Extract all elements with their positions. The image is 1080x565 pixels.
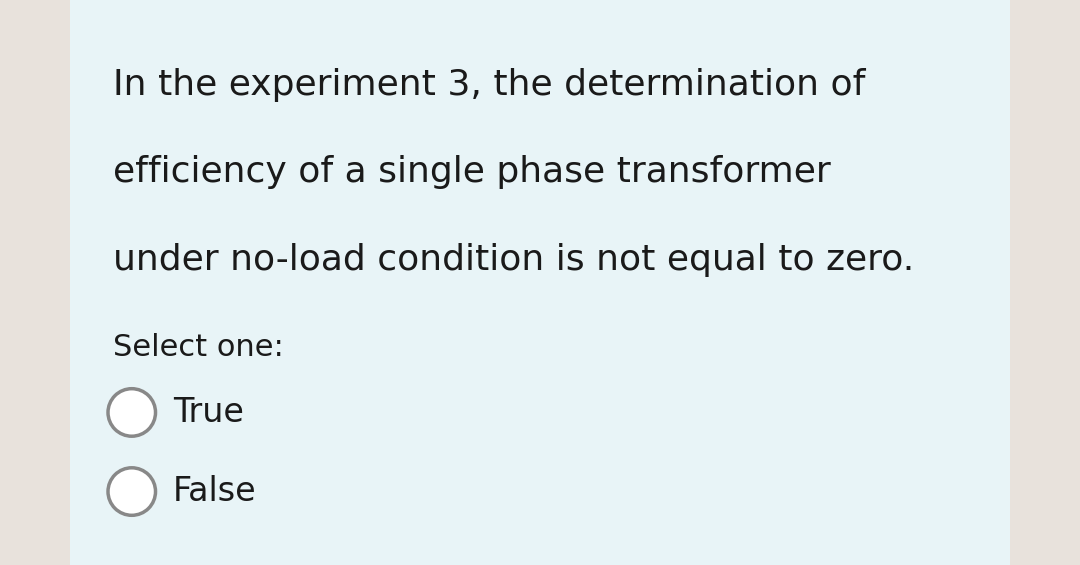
Ellipse shape [108,389,156,436]
Text: In the experiment 3, the determination of: In the experiment 3, the determination o… [113,68,866,102]
Bar [0,0,70,565]
Text: Select one:: Select one: [113,333,284,362]
Text: under no-load condition is not equal to zero.: under no-load condition is not equal to … [113,243,915,277]
Ellipse shape [108,468,156,515]
Bar [1010,0,1080,565]
Text: False: False [173,475,256,508]
Text: efficiency of a single phase transformer: efficiency of a single phase transformer [113,155,832,189]
Text: True: True [173,396,244,429]
